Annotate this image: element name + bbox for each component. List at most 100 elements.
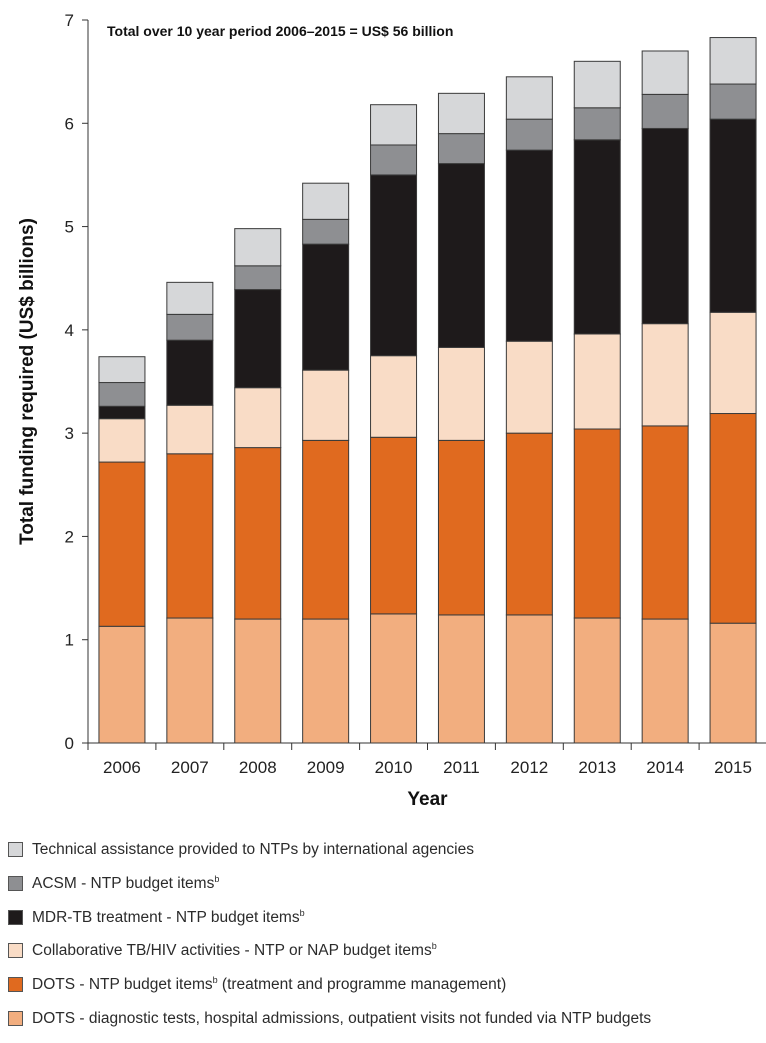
bar-segment <box>641 425 689 620</box>
bar-segment <box>98 418 146 463</box>
legend-footnote-mark: b <box>214 873 220 884</box>
bar-segment <box>709 118 757 313</box>
bar-segment <box>370 436 418 615</box>
y-tick-label: 2 <box>65 527 74 546</box>
bar-segment <box>505 76 553 120</box>
legend-swatch <box>8 909 23 925</box>
legend-series-name: DOTS - NTP budget items <box>32 976 213 994</box>
bar-segment <box>234 387 282 449</box>
legend-series-suffix: (treatment and programme management) <box>217 976 507 994</box>
bar-segment <box>370 613 418 744</box>
bar-segment <box>573 107 621 141</box>
bar-segment <box>573 617 621 744</box>
y-tick-label: 7 <box>65 11 74 30</box>
y-axis-title: Total funding required (US$ billions) <box>17 218 38 545</box>
legend-item: Collaborative TB/HIV activities - NTP or… <box>8 941 758 960</box>
bar-segment <box>505 149 553 342</box>
bar-segment <box>573 139 621 335</box>
bar-segment <box>370 144 418 176</box>
bar-segment <box>437 439 485 616</box>
bar-segment <box>437 92 485 135</box>
bar-segment <box>302 369 350 441</box>
bar-segment <box>437 163 485 348</box>
bar-segment <box>98 382 146 407</box>
legend-series-name: DOTS - diagnostic tests, hospital admiss… <box>32 1009 652 1027</box>
bar-segment <box>437 133 485 165</box>
legend-item: ACSM - NTP budget itemsb <box>8 874 758 893</box>
x-tick-label: 2007 <box>171 758 209 777</box>
bar-segment <box>505 340 553 434</box>
y-tick-label: 4 <box>65 321 74 340</box>
bar-segment <box>166 453 214 619</box>
x-tick-label: 2014 <box>646 758 684 777</box>
bar-segment <box>302 218 350 245</box>
legend-label: Technical assistance provided to NTPs by… <box>32 840 474 859</box>
legend-footnote-mark: b <box>299 907 305 918</box>
bar-segment <box>573 428 621 619</box>
legend-item: DOTS - NTP budget itemsb (treatment and … <box>8 975 758 994</box>
legend-series-name: Technical assistance provided to NTPs by… <box>32 841 474 858</box>
bar-segment <box>234 618 282 744</box>
legend-item: MDR-TB treatment - NTP budget itemsb <box>8 908 758 927</box>
bar-segment <box>370 174 418 357</box>
bar-segment <box>641 618 689 744</box>
chart-annotation: Total over 10 year period 2006–2015 = US… <box>107 23 453 39</box>
bar-segment <box>370 104 418 146</box>
bar-segment <box>709 622 757 744</box>
legend-label: DOTS - NTP budget itemsb (treatment and … <box>32 975 506 994</box>
bar-segment <box>166 313 214 341</box>
legend-swatch <box>8 1010 23 1026</box>
legend-label: Collaborative TB/HIV activities - NTP or… <box>32 941 437 960</box>
bar-segment <box>166 617 214 744</box>
legend-series-name: Collaborative TB/HIV activities - NTP or… <box>32 942 432 960</box>
y-tick-label: 1 <box>65 631 74 650</box>
legend: Technical assistance provided to NTPs by… <box>8 840 758 1043</box>
bar-segment <box>98 461 146 627</box>
bar-segment <box>234 228 282 267</box>
legend-swatch <box>8 875 23 891</box>
x-tick-label: 2015 <box>714 758 752 777</box>
bar-segment <box>641 93 689 129</box>
legend-footnote-mark: b <box>212 975 218 986</box>
bar-segment <box>641 50 689 95</box>
legend-series-name: ACSM - NTP budget items <box>32 874 215 892</box>
x-axis-title: Year <box>407 789 448 810</box>
bar-segment <box>302 243 350 371</box>
legend-swatch <box>8 842 23 857</box>
bar-segment <box>98 405 146 420</box>
x-tick-label: 2009 <box>307 758 345 777</box>
legend-footnote-mark: b <box>431 941 437 952</box>
legend-label: ACSM - NTP budget itemsb <box>32 874 219 893</box>
y-tick-label: 5 <box>65 218 74 237</box>
bar-segment <box>709 37 757 85</box>
bar-segment <box>573 60 621 109</box>
legend-series-name: MDR-TB treatment - NTP budget items <box>32 908 300 926</box>
bar-segment <box>641 127 689 325</box>
legend-item: DOTS - diagnostic tests, hospital admiss… <box>8 1009 758 1028</box>
y-tick-label: 0 <box>65 734 74 753</box>
bar-segment <box>302 618 350 744</box>
bar-segment <box>505 118 553 151</box>
bar-segment <box>641 323 689 427</box>
legend-label: MDR-TB treatment - NTP budget itemsb <box>32 908 305 927</box>
bar-segment <box>573 333 621 430</box>
bar-segment <box>234 447 282 620</box>
chart: 0 1 2 3 4 5 6 7 2006 2007 2008 2009 2010 2011 2012 2013… <box>17 11 766 810</box>
legend-item: Technical assistance provided to NTPs by… <box>8 840 758 859</box>
bar-segment <box>166 339 214 406</box>
legend-label: DOTS - diagnostic tests, hospital admiss… <box>32 1009 651 1028</box>
bar-segment <box>234 265 282 291</box>
bar-segment <box>166 281 214 315</box>
bar-segment <box>505 432 553 616</box>
y-tick-label: 6 <box>65 114 74 133</box>
bar-segment <box>709 83 757 120</box>
bar-segment <box>98 625 146 744</box>
bar-segment <box>234 289 282 389</box>
x-tick-label: 2012 <box>510 758 548 777</box>
bar-segment <box>437 346 485 441</box>
bar-segment <box>166 404 214 455</box>
x-tick-label: 2011 <box>443 758 480 777</box>
y-tick-label: 3 <box>65 424 74 443</box>
x-tick-label: 2008 <box>239 758 277 777</box>
bar-segment <box>505 614 553 744</box>
